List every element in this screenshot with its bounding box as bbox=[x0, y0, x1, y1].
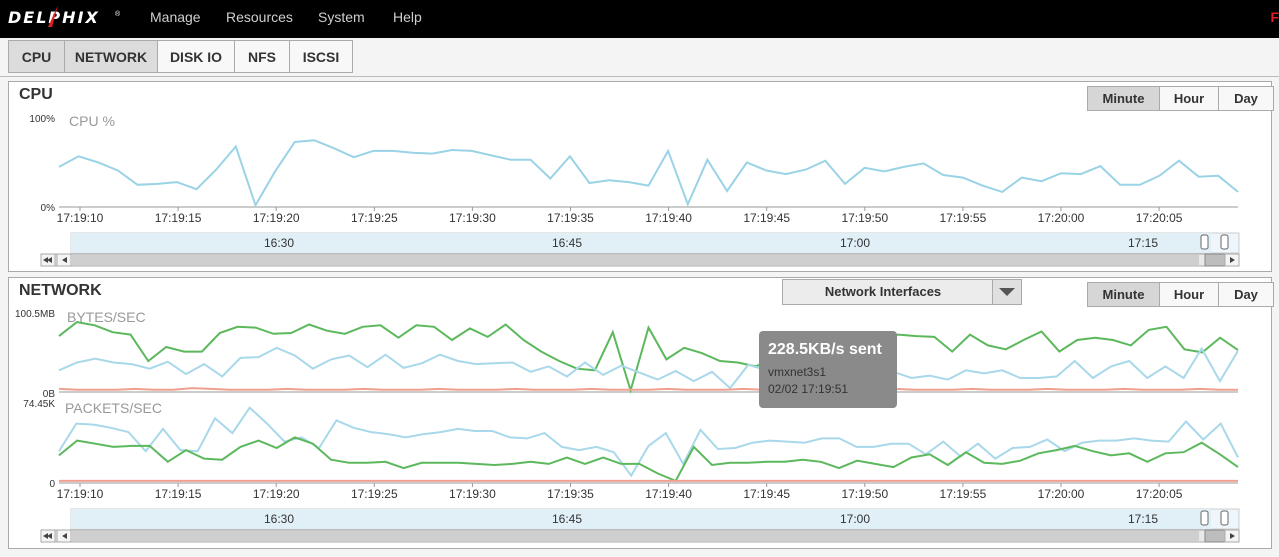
cpu-series-label: CPU % bbox=[69, 113, 115, 129]
network-xtick-label: 17:19:15 bbox=[155, 487, 202, 501]
network-xtick-label: 17:20:00 bbox=[1038, 487, 1085, 501]
network-right-arrow-icon bbox=[1230, 533, 1235, 539]
packets-y-min-label: 0 bbox=[49, 479, 55, 490]
network-navigator-selection bbox=[71, 509, 1211, 529]
bytes-y-max-label: 100.5MB bbox=[15, 309, 55, 320]
cpu-navigator-handle-0[interactable] bbox=[1200, 234, 1209, 250]
cpu-navigator-handle-1[interactable] bbox=[1220, 234, 1229, 250]
tooltip-timestamp: 02/02 17:19:51 bbox=[768, 382, 849, 396]
menu-manage[interactable]: Manage bbox=[150, 9, 201, 25]
network-navigator-label: 16:30 bbox=[264, 512, 294, 526]
network-range-day-button[interactable]: Day bbox=[1218, 282, 1274, 307]
delphix-logo[interactable]: DELPHIX ® bbox=[8, 5, 121, 28]
menu-system[interactable]: System bbox=[318, 9, 365, 25]
network-rewind-icon bbox=[43, 533, 52, 539]
tooltip-interface: vmxnet3s1 bbox=[768, 365, 827, 379]
packets-y-max-label: 74.45K bbox=[23, 399, 55, 410]
network-navigator-label: 17:15 bbox=[1128, 512, 1158, 526]
chart-tooltip: 228.5KB/s sent vmxnet3s1 02/02 17:19:51 bbox=[759, 331, 897, 408]
network-left-arrow-icon bbox=[62, 533, 67, 539]
dropdown-label: Network Interfaces bbox=[824, 284, 942, 299]
cpu-range-day-button[interactable]: Day bbox=[1218, 86, 1274, 111]
cpu-navigator-label: 16:30 bbox=[264, 236, 294, 250]
network-navigator-label: 17:00 bbox=[840, 512, 870, 526]
network-chart: 100.5MB 0B BYTES/SEC 74.45K 0 PACKETS/SE… bbox=[15, 309, 1240, 543]
cpu-xtick-label: 17:19:30 bbox=[449, 211, 496, 225]
cpu-navigator-label: 16:45 bbox=[552, 236, 582, 250]
network-xtick-label: 17:19:55 bbox=[940, 487, 987, 501]
cpu-navigator-label: 17:00 bbox=[840, 236, 870, 250]
cpu-right-arrow-icon bbox=[1230, 257, 1235, 263]
cpu-y-max-label: 100% bbox=[29, 114, 55, 125]
cpu-xtick-label: 17:19:25 bbox=[351, 211, 398, 225]
bytes-series-line-received bbox=[58, 346, 1239, 390]
network-scroll-thumb[interactable] bbox=[71, 531, 1199, 541]
tab-iscsi[interactable]: ISCSI bbox=[289, 40, 353, 73]
logo-swoosh-icon bbox=[48, 5, 58, 27]
cpu-xtick-label: 17:20:00 bbox=[1038, 211, 1085, 225]
network-interfaces-dropdown[interactable]: Network Interfaces bbox=[782, 279, 1022, 305]
cpu-range-hour-button[interactable]: Hour bbox=[1159, 86, 1219, 111]
tooltip-value: 228.5KB/s sent bbox=[768, 341, 882, 358]
cpu-series-line bbox=[58, 139, 1239, 208]
cpu-xtick-label: 17:19:40 bbox=[645, 211, 692, 225]
bytes-series-label: BYTES/SEC bbox=[67, 309, 146, 325]
cpu-xtick-label: 17:20:05 bbox=[1136, 211, 1183, 225]
analytics-tab-bar: CPU NETWORK DISK IO NFS ISCSI bbox=[0, 38, 1279, 77]
cpu-xtick-label: 17:19:45 bbox=[743, 211, 790, 225]
network-xtick-label: 17:19:10 bbox=[57, 487, 104, 501]
corner-mark[interactable]: F bbox=[1270, 9, 1279, 25]
bytes-series-line-sent bbox=[58, 321, 1239, 394]
cpu-panel: CPU Minute Hour Day 100% 0% CPU % 17:19:… bbox=[8, 81, 1274, 272]
network-navigator-label: 16:45 bbox=[552, 512, 582, 526]
packets-series-line-received bbox=[58, 406, 1239, 478]
network-xtick-label: 17:19:20 bbox=[253, 487, 300, 501]
cpu-y-min-label: 0% bbox=[41, 203, 56, 214]
packets-series-line-sent bbox=[58, 436, 1239, 483]
cpu-xtick-label: 17:19:50 bbox=[841, 211, 888, 225]
network-panel: NETWORK Network Interfaces Minute Hour D… bbox=[8, 277, 1274, 549]
cpu-xtick-label: 17:19:15 bbox=[155, 211, 202, 225]
network-navigator-handle-0[interactable] bbox=[1200, 510, 1209, 526]
cpu-xtick-label: 17:19:35 bbox=[547, 211, 594, 225]
logo-registered-mark: ® bbox=[115, 11, 121, 18]
cpu-scroll-grip[interactable] bbox=[1204, 253, 1226, 267]
network-navigator-handle-1[interactable] bbox=[1220, 510, 1229, 526]
network-xtick-label: 17:20:05 bbox=[1136, 487, 1183, 501]
network-range-hour-button[interactable]: Hour bbox=[1159, 282, 1219, 307]
bytes-y-min-label: 0B bbox=[43, 389, 56, 400]
dropdown-arrow-button[interactable] bbox=[992, 280, 1021, 304]
tab-cpu[interactable]: CPU bbox=[8, 40, 65, 73]
cpu-navigator-label: 17:15 bbox=[1128, 236, 1158, 250]
cpu-scroll-thumb[interactable] bbox=[71, 255, 1199, 265]
cpu-chart: 100% 0% CPU % 17:19:10 17:19:15 17:19:20 17… bbox=[29, 113, 1240, 267]
cpu-panel-title: CPU bbox=[19, 86, 53, 103]
network-xtick-label: 17:19:40 bbox=[645, 487, 692, 501]
tab-disk-io[interactable]: DISK IO bbox=[157, 40, 235, 73]
cpu-range-minute-button[interactable]: Minute bbox=[1087, 86, 1160, 111]
cpu-xtick-label: 17:19:20 bbox=[253, 211, 300, 225]
network-xtick-label: 17:19:35 bbox=[547, 487, 594, 501]
bytes-series-line-other bbox=[58, 387, 1238, 391]
cpu-navigator-selection bbox=[71, 233, 1211, 253]
network-xtick-label: 17:19:45 bbox=[743, 487, 790, 501]
menu-help[interactable]: Help bbox=[393, 9, 422, 25]
tab-network[interactable]: NETWORK bbox=[64, 40, 158, 73]
network-xtick-label: 17:19:30 bbox=[449, 487, 496, 501]
network-panel-title: NETWORK bbox=[19, 282, 102, 299]
network-xtick-label: 17:19:50 bbox=[841, 487, 888, 501]
cpu-xtick-label: 17:19:55 bbox=[940, 211, 987, 225]
cpu-left-arrow-icon bbox=[62, 257, 67, 263]
cpu-rewind-icon bbox=[43, 257, 52, 263]
tab-nfs[interactable]: NFS bbox=[234, 40, 290, 73]
menu-resources[interactable]: Resources bbox=[226, 9, 293, 25]
chevron-down-icon bbox=[999, 288, 1015, 296]
network-scroll-grip[interactable] bbox=[1204, 529, 1226, 543]
network-xtick-label: 17:19:25 bbox=[351, 487, 398, 501]
network-range-minute-button[interactable]: Minute bbox=[1087, 282, 1160, 307]
packets-series-label: PACKETS/SEC bbox=[65, 400, 162, 416]
cpu-xtick-label: 17:19:10 bbox=[57, 211, 104, 225]
top-navigation-bar: DELPHIX ® Manage Resources System Help F bbox=[0, 0, 1279, 39]
